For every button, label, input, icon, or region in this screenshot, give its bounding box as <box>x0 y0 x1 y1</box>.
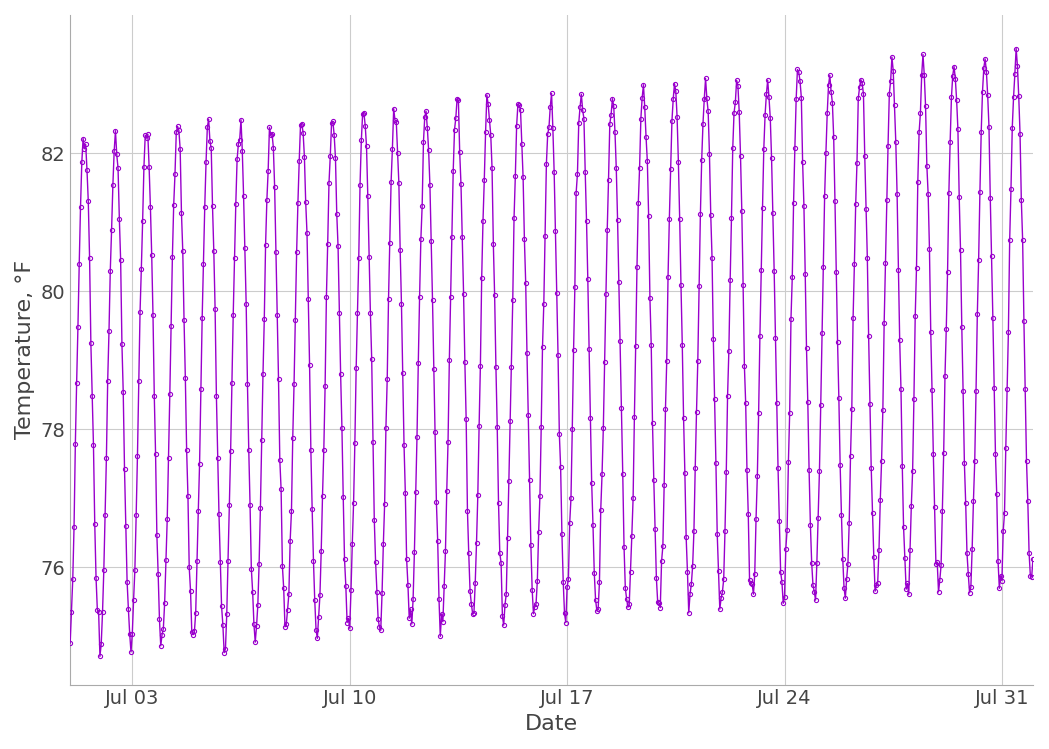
Y-axis label: Temperature, °F: Temperature, °F <box>15 260 35 440</box>
X-axis label: Date: Date <box>524 714 578 734</box>
